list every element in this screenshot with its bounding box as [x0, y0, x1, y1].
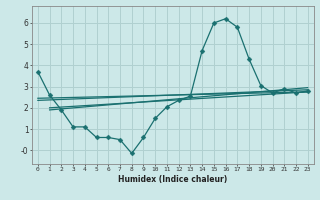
X-axis label: Humidex (Indice chaleur): Humidex (Indice chaleur): [118, 175, 228, 184]
